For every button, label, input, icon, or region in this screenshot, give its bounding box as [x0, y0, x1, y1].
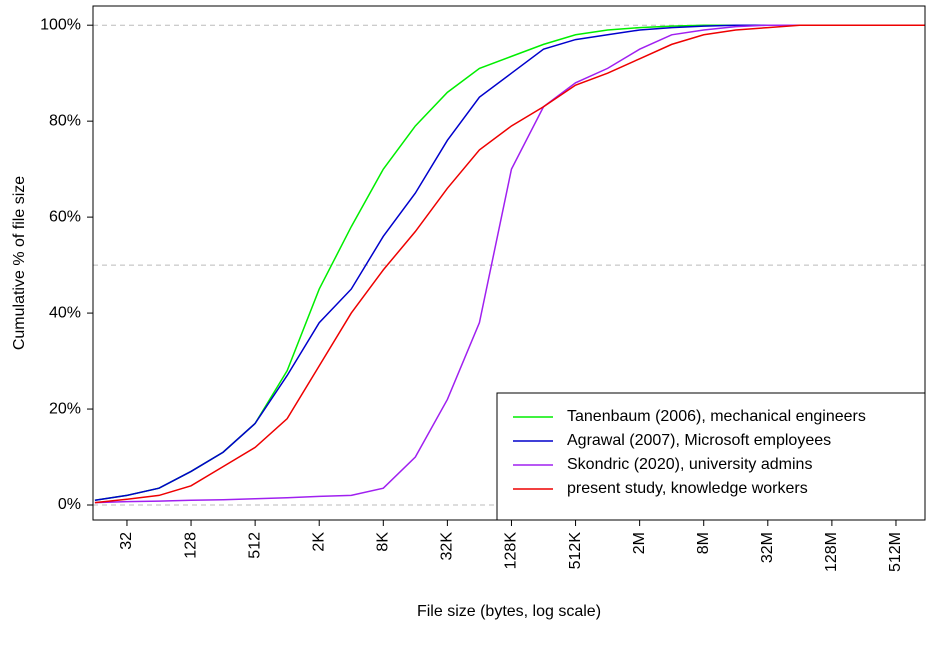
- x-tick-label: 32K: [439, 532, 456, 561]
- x-tick-label: 128K: [503, 532, 520, 570]
- x-tick-label: 2K: [310, 532, 327, 552]
- x-tick-label: 512: [246, 532, 263, 559]
- y-tick-label: 60%: [49, 208, 81, 225]
- series-line: [94, 24, 925, 504]
- x-tick-label: 32M: [759, 532, 776, 563]
- y-tick-label: 100%: [40, 16, 81, 33]
- legend-label: Tanenbaum (2006), mechanical engineers: [567, 408, 866, 425]
- x-tick-label: 512M: [887, 532, 904, 572]
- series-line: [94, 24, 925, 504]
- x-tick-label: 8K: [375, 532, 392, 552]
- y-tick-label: 0%: [58, 496, 81, 513]
- x-tick-label: 512K: [567, 532, 584, 570]
- y-axis-label: Cumulative % of file size: [11, 176, 28, 350]
- x-tick-label: 2M: [631, 532, 648, 554]
- y-tick-label: 40%: [49, 304, 81, 321]
- x-tick-label: 8M: [695, 532, 712, 554]
- x-axis-label: File size (bytes, log scale): [417, 603, 601, 620]
- x-tick-label: 128: [182, 532, 199, 559]
- legend-box: [496, 392, 926, 521]
- y-tick-label: 80%: [49, 112, 81, 129]
- x-tick-label: 32: [118, 532, 135, 550]
- x-tick-label: 128M: [823, 532, 840, 572]
- legend-label: Agrawal (2007), Microsoft employees: [567, 432, 831, 449]
- legend-label: Skondric (2020), university admins: [567, 456, 812, 473]
- y-tick-label: 20%: [49, 400, 81, 417]
- legend-label: present study, knowledge workers: [567, 480, 808, 497]
- series-line: [94, 24, 925, 501]
